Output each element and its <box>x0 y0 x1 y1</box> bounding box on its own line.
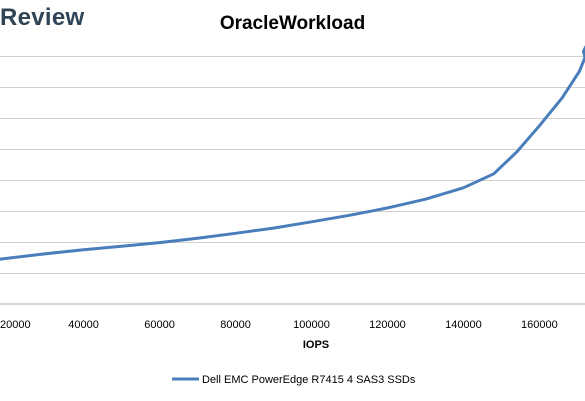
x-tick-label: 160000 <box>521 319 558 331</box>
series-line <box>0 45 585 261</box>
x-tick-label: 60000 <box>144 319 175 331</box>
x-tick-label: 120000 <box>369 319 406 331</box>
x-axis-label: IOPS <box>303 339 329 351</box>
gridlines <box>0 56 585 274</box>
x-tick-label: 80000 <box>220 319 251 331</box>
x-tick-label: 20000 <box>0 319 31 331</box>
x-tick-labels: 20000 40000 60000 80000 100000 120000 140000 16… <box>0 319 558 331</box>
x-tick-label: 40000 <box>68 319 99 331</box>
review-watermark: Review <box>0 4 85 31</box>
legend-label: Dell EMC PowerEdge R7415 4 SAS3 SSDs <box>202 374 416 386</box>
series-group <box>0 45 585 261</box>
x-tick-label: 100000 <box>293 319 330 331</box>
chart-title: OracleWorkload <box>219 13 366 34</box>
legend: Dell EMC PowerEdge R7415 4 SAS3 SSDs <box>172 374 416 386</box>
x-tick-label: 140000 <box>445 319 482 331</box>
